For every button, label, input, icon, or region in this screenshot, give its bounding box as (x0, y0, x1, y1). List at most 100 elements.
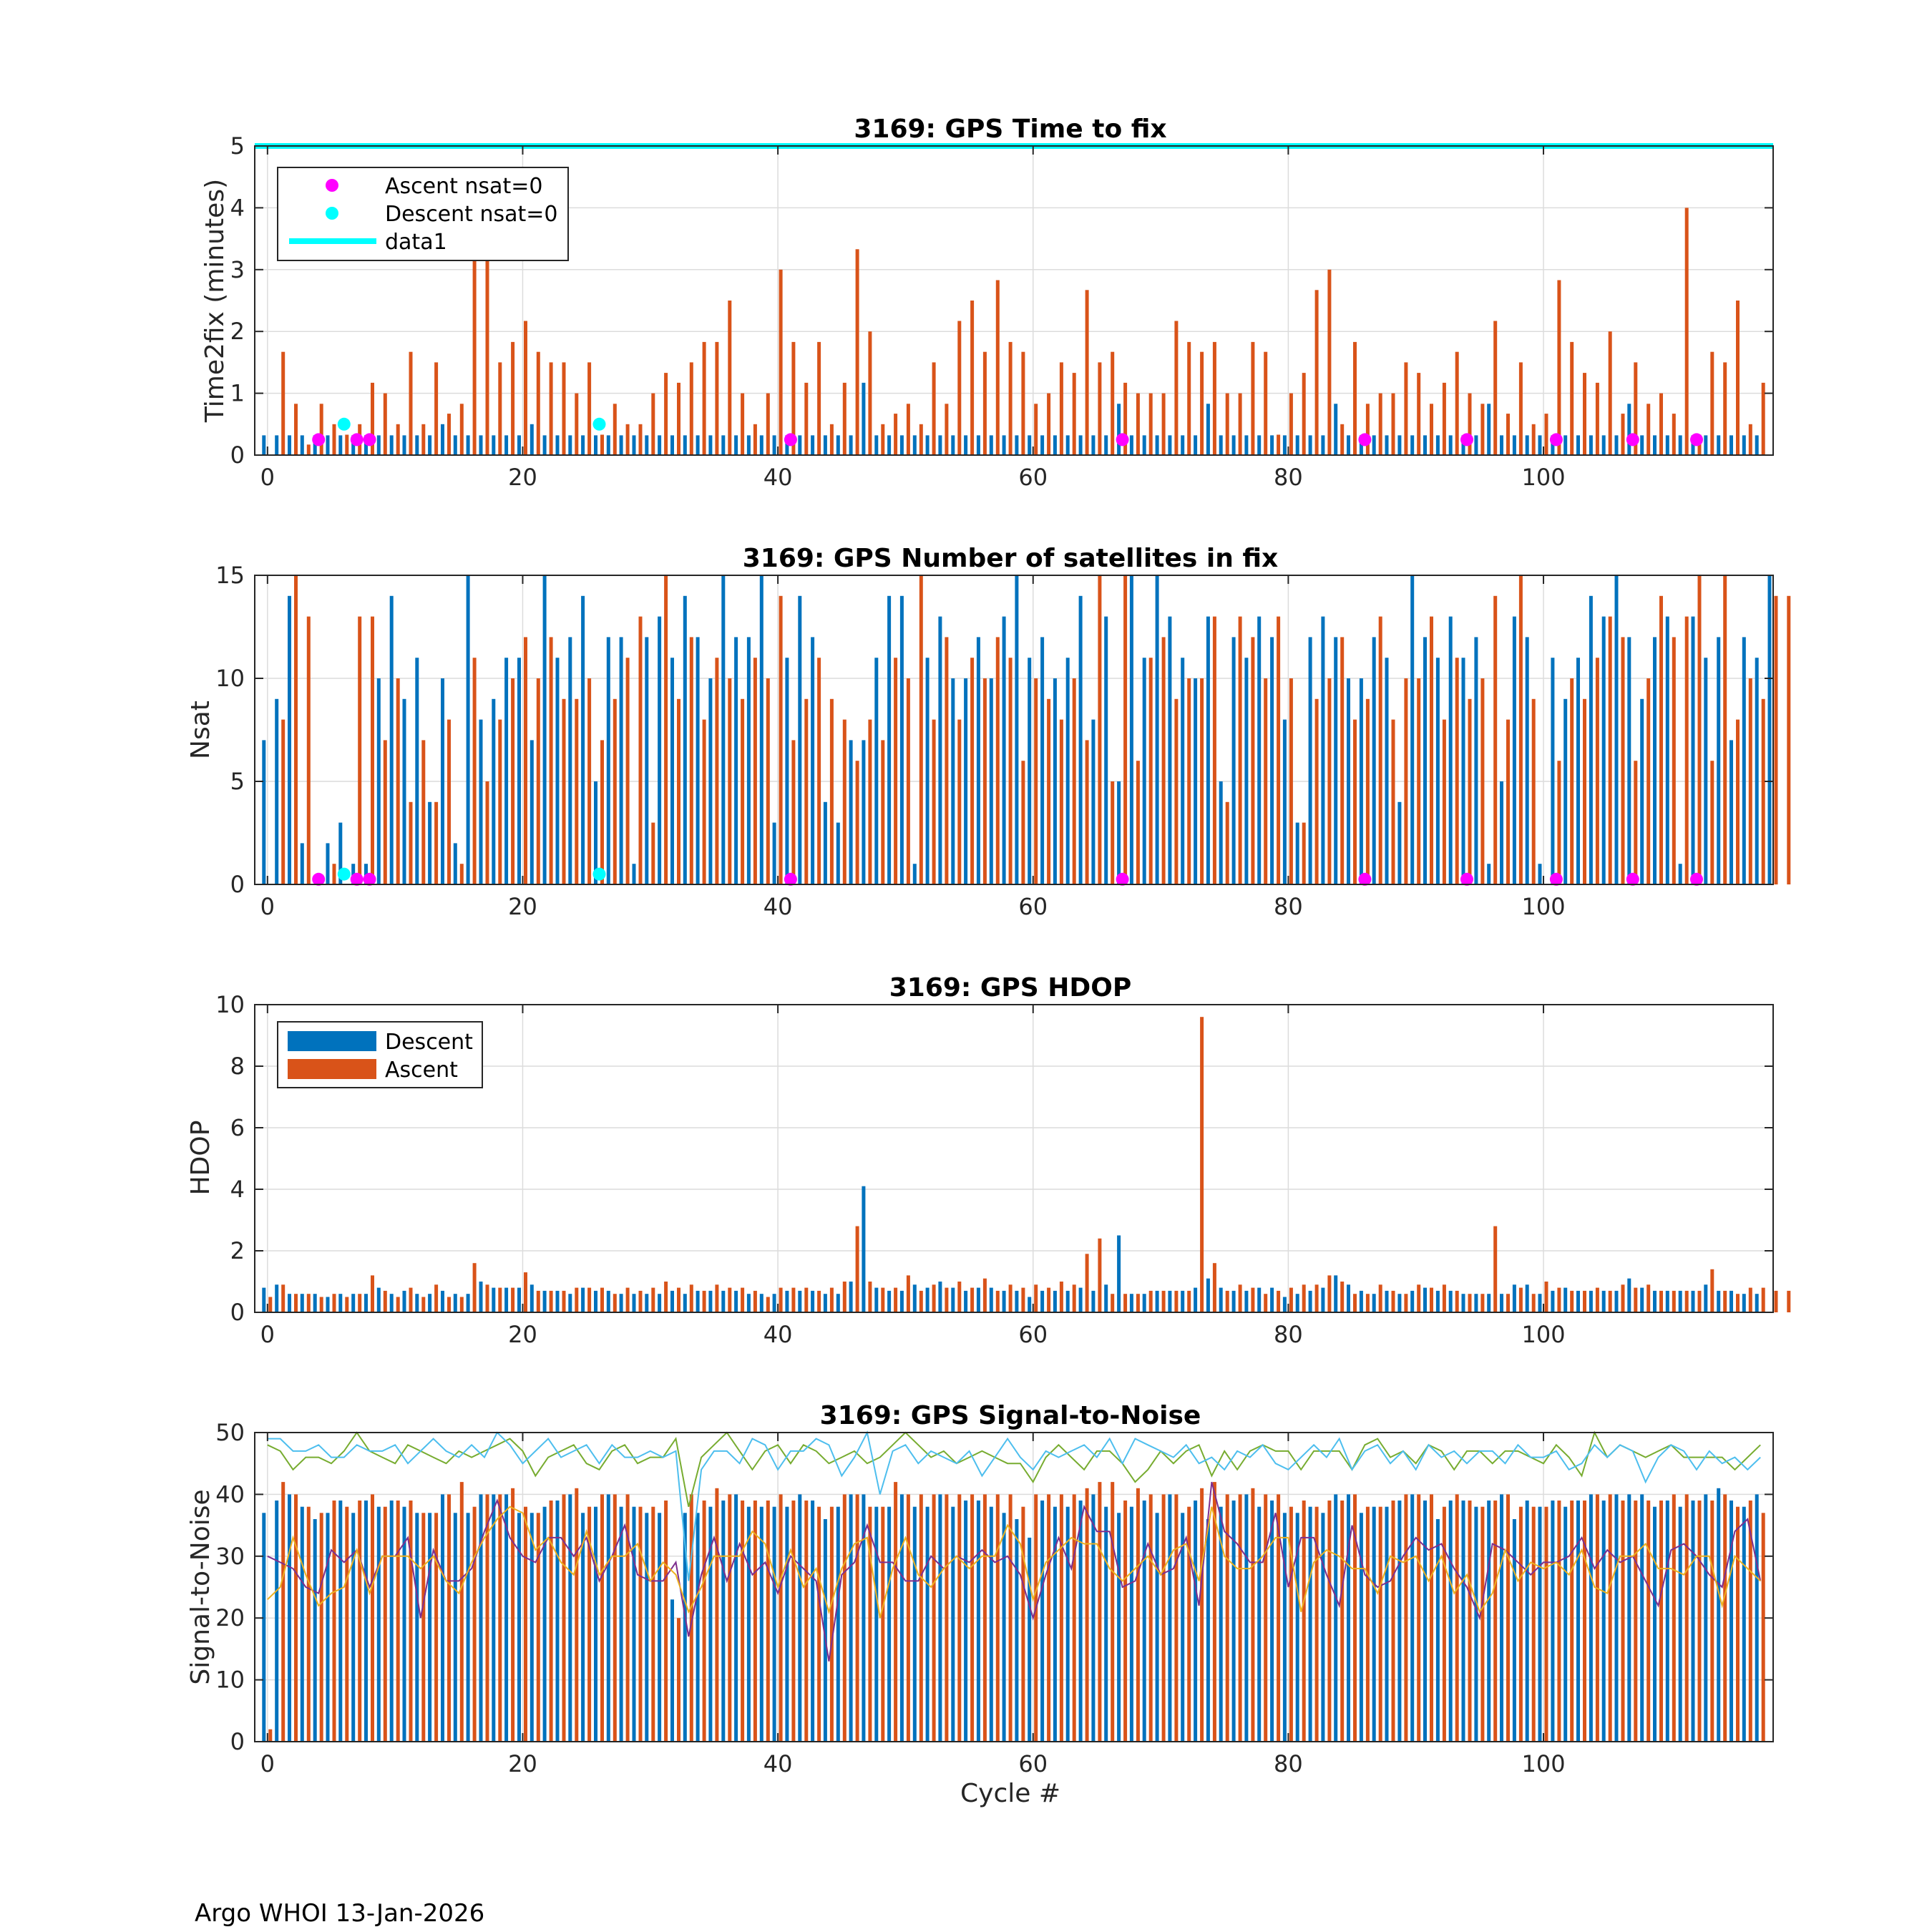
ascent-bar (409, 351, 413, 455)
descent-bar (606, 1290, 610, 1312)
ascent-bar (524, 321, 527, 455)
ascent-bar (1289, 678, 1293, 884)
descent-bar (326, 843, 330, 884)
ascent-bar (1161, 393, 1166, 455)
ascent-bar (1034, 404, 1038, 455)
ascent-bar (1595, 382, 1599, 455)
legend-ascent-label: Ascent (385, 1058, 458, 1083)
ascent-bar (677, 1618, 680, 1742)
ascent-bar (766, 1501, 770, 1742)
ascent-bar (829, 1287, 834, 1312)
descent-bar (746, 637, 751, 884)
descent-bar (1244, 1290, 1249, 1312)
descent-bar (1194, 1287, 1198, 1312)
ascent-bar (562, 1494, 566, 1742)
ascent-bar (791, 1287, 796, 1312)
descent-bar (351, 1294, 356, 1312)
descent-bar (1257, 435, 1262, 455)
ascent-bar (829, 1506, 834, 1742)
ascent-bar (1111, 1482, 1115, 1742)
ascent-bar (677, 382, 680, 455)
ascent-bar (829, 424, 834, 455)
ascent-bar (1430, 404, 1433, 455)
descent-bar (1321, 435, 1325, 455)
x-tick-label: 80 (1274, 893, 1303, 920)
descent-bar (823, 435, 827, 455)
descent-bar (1665, 1290, 1669, 1312)
descent-bar (338, 1294, 343, 1312)
descent-bar (1091, 1494, 1096, 1742)
x-tick-label: 0 (260, 1750, 275, 1777)
x-tick-label: 100 (1521, 1321, 1565, 1348)
descent-bar (1155, 1290, 1159, 1312)
ascent-bar (1059, 1282, 1063, 1312)
descent-bar (1385, 435, 1389, 455)
ascent-bar (600, 1494, 604, 1742)
ascent-bar (804, 698, 809, 884)
descent-bar (1028, 435, 1032, 455)
ascent-bar (715, 1284, 719, 1312)
ascent-bar (1391, 1290, 1395, 1312)
ascent-bar (1417, 1284, 1421, 1312)
descent-bar (1257, 616, 1262, 884)
descent-bar (262, 740, 266, 884)
descent-bar (288, 435, 291, 455)
ascent-bar (1723, 1494, 1727, 1742)
ascent-bar (1059, 362, 1063, 455)
ascent-bar (1072, 373, 1076, 455)
ascent-bar (1174, 1494, 1179, 1742)
descent-bar (836, 1506, 840, 1742)
ascent-bar (358, 1294, 362, 1312)
descent-bar (925, 435, 930, 455)
legend-descent-nsat0-marker (326, 207, 338, 220)
descent-bar (874, 658, 879, 884)
descent-bar (658, 435, 662, 455)
descent-bar (402, 1506, 406, 1742)
ascent-nsat0-marker (1460, 872, 1473, 886)
ascent-bar (1365, 698, 1370, 884)
ascent-bar (1264, 1294, 1268, 1312)
ascent-bar (1570, 1501, 1574, 1742)
ascent-bar (817, 1290, 821, 1312)
ascent-bar (1455, 658, 1459, 884)
descent-bar (1423, 435, 1427, 455)
ascent-bar (982, 678, 987, 884)
ascent-bar (536, 1290, 540, 1312)
ascent-bar (728, 678, 732, 884)
ascent-bar (396, 1297, 400, 1312)
ascent-bar (1761, 1513, 1765, 1742)
descent-bar (1347, 1494, 1350, 1742)
descent-bar (925, 658, 930, 884)
descent-bar (389, 1501, 394, 1742)
ascent-bar (1378, 1284, 1382, 1312)
ascent-bar (319, 1513, 323, 1742)
descent-bar (1231, 637, 1236, 884)
ascent-bar (1659, 1290, 1663, 1312)
ascent-bar (434, 1513, 439, 1742)
descent-bar (785, 658, 789, 884)
descent-bar (1257, 1287, 1262, 1312)
descent-bar (1206, 404, 1210, 455)
descent-bar (1219, 1506, 1223, 1742)
descent-bar (1576, 658, 1580, 884)
descent-bar (1614, 1494, 1619, 1742)
descent-bar (874, 435, 879, 455)
ascent-bar (1277, 1494, 1281, 1742)
ascent-bar (1187, 1290, 1191, 1312)
ascent-bar (587, 1287, 592, 1312)
descent-bar (338, 1501, 343, 1742)
descent-bar (1308, 435, 1312, 455)
descent-nsat0-marker (592, 417, 606, 431)
ascent-bar (1646, 1284, 1651, 1312)
descent-bar (1065, 1290, 1070, 1312)
ascent-bar (804, 382, 809, 455)
ascent-bar (1531, 1294, 1536, 1312)
ascent-bar (1098, 362, 1102, 455)
ascent-bar (575, 1287, 579, 1312)
descent-bar (798, 435, 802, 455)
ascent-bar (728, 301, 732, 455)
x-tick-label: 40 (763, 1321, 793, 1348)
ascent-bar (524, 1272, 527, 1312)
ascent-nsat0-marker (1460, 433, 1473, 447)
